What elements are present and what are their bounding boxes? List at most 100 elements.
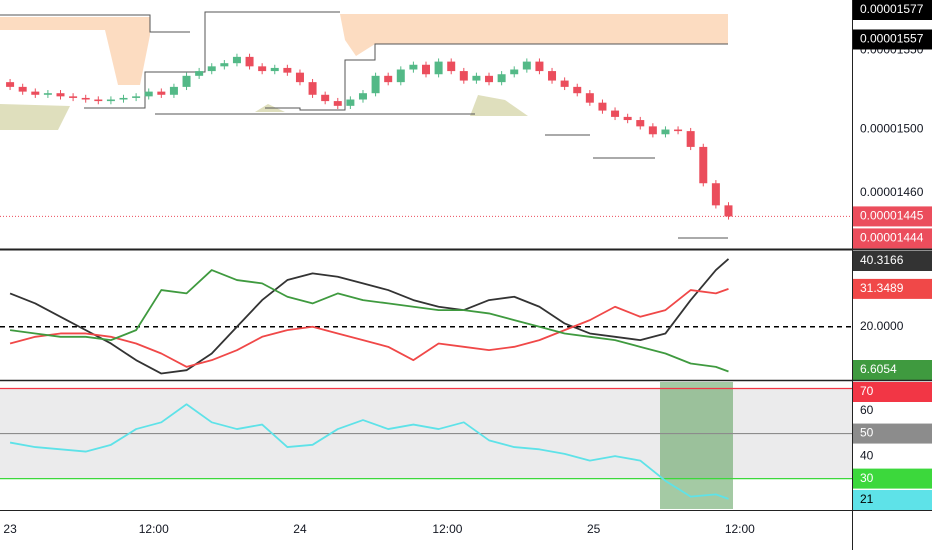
candle-body [384, 75, 393, 83]
y-tick-label: 0.00001460 [860, 185, 924, 199]
candle-body [144, 91, 153, 97]
candle-body [207, 66, 216, 72]
overlay-layer [0, 11, 733, 509]
candle-body [270, 67, 279, 72]
candle-body [56, 93, 65, 97]
candle-body [674, 129, 683, 132]
last-value-label: 40.3166 [860, 253, 904, 267]
candle-body [18, 86, 27, 92]
candle-body [535, 61, 544, 72]
candle-body [283, 67, 292, 73]
candle-body [396, 69, 405, 83]
candle-body [510, 69, 519, 75]
candle-body [409, 64, 418, 70]
candle-body [699, 146, 708, 184]
last-value-label: 31.3489 [860, 281, 904, 295]
candle-body [157, 91, 166, 95]
candle-body [195, 71, 204, 76]
last-value-label-box [853, 251, 932, 271]
level-label-box [853, 382, 932, 402]
candle-body [447, 61, 456, 72]
cloud-area [470, 95, 528, 116]
candle-body [182, 75, 191, 87]
candle-body [434, 61, 443, 75]
candle-body [321, 94, 330, 102]
candle-body [232, 56, 241, 64]
indicator-line [9, 288, 729, 368]
candle-body [472, 75, 481, 81]
step-line [265, 43, 728, 111]
y-tick-label: 0.00001500 [860, 122, 924, 136]
candle-body [573, 86, 582, 94]
candle-body [258, 66, 267, 72]
candle-body [623, 116, 632, 121]
candle-body [560, 80, 569, 87]
level-label: 50 [860, 426, 874, 440]
step-line [84, 11, 340, 109]
candle-body [636, 120, 645, 127]
cloud-area [0, 104, 70, 130]
candle-body [711, 183, 720, 206]
candle-body [459, 71, 468, 81]
level-label: 20.0000 [860, 319, 904, 333]
selection-range [660, 382, 733, 509]
candle-body [31, 91, 40, 95]
candle-body [358, 93, 367, 100]
candle-body [497, 74, 506, 83]
level-label-box [853, 423, 932, 444]
y-tick-label: 40 [860, 448, 874, 462]
level-label-box [853, 468, 932, 489]
price-label-box [853, 228, 932, 249]
last-price-label: 0.00001445 [860, 209, 924, 223]
cloud-area [0, 17, 150, 85]
candle-body [598, 102, 607, 111]
price-label: 0.00001557 [860, 32, 924, 46]
level-label: 70 [860, 384, 874, 398]
candle-body [94, 99, 103, 102]
last-value-label-box [853, 490, 932, 510]
candle-body [661, 129, 670, 135]
last-value-label-box [853, 360, 932, 380]
candle-body [548, 71, 557, 81]
candle-body [169, 86, 178, 95]
indicator-line [9, 258, 730, 375]
last-value-label-box [853, 278, 932, 299]
indicator-line [9, 403, 729, 500]
candle-body [611, 110, 620, 117]
candle-body [724, 205, 733, 217]
price-label-box [853, 29, 932, 50]
candle-body [648, 126, 657, 135]
price-label-box [853, 0, 932, 20]
price-label: 0.00001577 [860, 2, 924, 16]
candle-body [6, 82, 15, 87]
price-label: 0.00001444 [860, 231, 924, 245]
candle-body [295, 72, 304, 83]
candle-body [346, 99, 355, 106]
x-tick-label: 12:00 [432, 522, 462, 536]
candle-body [422, 64, 430, 75]
last-price-label-box [853, 206, 932, 227]
candle-body [245, 56, 254, 67]
candle-body [43, 93, 52, 95]
candle-body [585, 93, 594, 103]
candle-body [220, 63, 229, 67]
candle-body [371, 75, 380, 94]
x-tick-label: 12:00 [139, 522, 169, 536]
candle-body [485, 75, 494, 83]
x-tick-label: 24 [293, 522, 307, 536]
candle-body [686, 131, 695, 147]
candle-body [522, 61, 531, 70]
candle-body [333, 101, 342, 106]
indicator-line [9, 269, 729, 373]
x-tick-label: 25 [587, 522, 601, 536]
candle-body [81, 97, 90, 100]
level-label: 30 [860, 471, 874, 485]
y-tick-label: 60 [860, 403, 874, 417]
data-layer: 23 12:00 24 12:00 25 12:000.000015500.0000150… [0, 0, 932, 536]
x-tick-label: 12:00 [725, 522, 755, 536]
candle-body [69, 96, 78, 98]
last-value-label: 21 [860, 492, 874, 506]
